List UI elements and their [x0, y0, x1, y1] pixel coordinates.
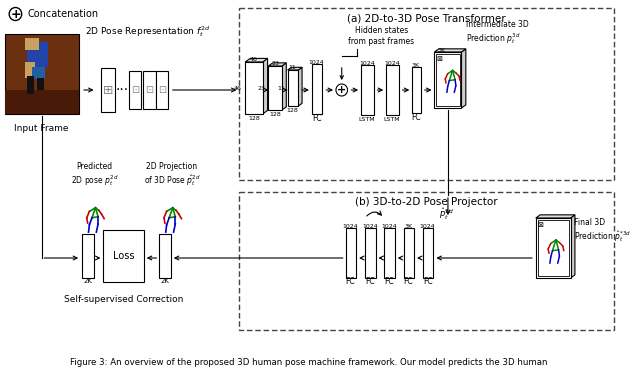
Text: FC: FC — [423, 278, 433, 286]
Text: 1024: 1024 — [362, 224, 378, 229]
Bar — [245, 62, 262, 114]
Text: 23: 23 — [257, 86, 266, 91]
Bar — [27, 76, 34, 94]
Polygon shape — [570, 215, 575, 278]
Text: Figure 3: An overview of the proposed 3D human pose machine framework. Our model: Figure 3: An overview of the proposed 3D… — [70, 358, 548, 367]
Bar — [25, 62, 35, 78]
Text: 2K: 2K — [161, 278, 170, 284]
Text: (a) 2D-to-3D Pose Transformer: (a) 2D-to-3D Pose Transformer — [348, 13, 506, 23]
Text: ⊡: ⊡ — [158, 85, 166, 95]
Bar — [103, 230, 144, 282]
Text: 11: 11 — [289, 64, 296, 70]
Polygon shape — [435, 49, 466, 52]
Text: 2D Pose Representation $f_t^{2d}$: 2D Pose Representation $f_t^{2d}$ — [85, 25, 211, 40]
Bar — [435, 52, 461, 108]
Text: LSTM: LSTM — [358, 116, 375, 122]
Text: FC: FC — [384, 278, 394, 286]
Text: 3K: 3K — [404, 224, 412, 229]
Text: ⊡: ⊡ — [131, 85, 140, 95]
Text: 3K: 3K — [437, 47, 445, 52]
Bar — [312, 64, 323, 114]
Text: (b) 3D-to-2D Pose Projector: (b) 3D-to-2D Pose Projector — [355, 197, 498, 207]
Polygon shape — [268, 63, 286, 66]
Bar — [239, 8, 614, 180]
Bar — [143, 71, 156, 109]
Text: 128: 128 — [287, 107, 298, 113]
Bar — [268, 66, 282, 110]
Bar — [5, 90, 79, 114]
Bar — [423, 228, 433, 278]
Text: +: + — [337, 85, 346, 95]
Bar — [436, 54, 460, 106]
Text: Input Frame: Input Frame — [14, 124, 68, 133]
Text: 1024: 1024 — [342, 224, 358, 229]
Text: 11: 11 — [277, 86, 285, 91]
Bar — [32, 67, 45, 79]
Text: 1024: 1024 — [420, 224, 436, 229]
Circle shape — [336, 84, 348, 96]
Text: 1024: 1024 — [381, 224, 397, 229]
Bar — [384, 228, 395, 278]
Bar — [365, 228, 376, 278]
Text: 1024: 1024 — [384, 61, 400, 65]
Text: 46: 46 — [234, 86, 241, 91]
Text: ⊠: ⊠ — [436, 56, 442, 62]
Text: Predicted
2D pose $p_t^{2d}$: Predicted 2D pose $p_t^{2d}$ — [70, 162, 118, 188]
Bar — [159, 234, 171, 278]
Bar — [404, 228, 414, 278]
Text: Intermediate 3D
Prediction $p_t^{3d}$: Intermediate 3D Prediction $p_t^{3d}$ — [467, 20, 529, 46]
Text: +: + — [10, 7, 20, 21]
Bar — [129, 71, 141, 109]
Polygon shape — [288, 67, 302, 70]
Text: FC: FC — [404, 278, 413, 286]
Text: ···: ··· — [115, 83, 128, 97]
Text: Concatenation: Concatenation — [28, 9, 99, 19]
Text: 46: 46 — [250, 56, 258, 61]
Circle shape — [9, 7, 22, 21]
Polygon shape — [298, 67, 302, 106]
Polygon shape — [461, 49, 466, 108]
Text: ⊠: ⊠ — [538, 222, 543, 228]
Text: ⊡: ⊡ — [145, 85, 154, 95]
Text: $\hat{p}_t^{3d}$: $\hat{p}_t^{3d}$ — [438, 206, 454, 221]
Text: ⊞: ⊞ — [103, 83, 113, 96]
Polygon shape — [245, 58, 268, 62]
Text: Loss: Loss — [113, 251, 134, 261]
Text: FC: FC — [412, 113, 421, 122]
Polygon shape — [282, 63, 286, 110]
Text: 3K: 3K — [412, 62, 420, 67]
Text: 1024: 1024 — [308, 59, 324, 64]
Bar — [538, 220, 568, 276]
Bar — [361, 65, 374, 115]
Text: LSTM: LSTM — [383, 116, 400, 122]
Text: Hidden states
from past frames: Hidden states from past frames — [348, 26, 414, 46]
Bar — [82, 234, 93, 278]
Polygon shape — [262, 58, 268, 114]
Text: 2K: 2K — [83, 278, 92, 284]
Text: 128: 128 — [248, 116, 260, 120]
Text: 1024: 1024 — [359, 61, 374, 65]
Text: FC: FC — [312, 113, 321, 123]
Bar — [36, 78, 44, 90]
Bar — [412, 67, 421, 113]
Bar — [288, 70, 298, 106]
Bar — [27, 42, 48, 67]
Bar — [25, 38, 38, 50]
Bar — [156, 71, 168, 109]
Bar — [346, 228, 356, 278]
Text: Self-supervised Correction: Self-supervised Correction — [64, 295, 183, 304]
Bar — [239, 192, 614, 330]
Text: 23: 23 — [271, 61, 279, 65]
Text: 128: 128 — [269, 111, 281, 116]
Bar — [101, 68, 115, 112]
Text: 2D Projection
of 3D Pose $\hat{p}_t^{2d}$: 2D Projection of 3D Pose $\hat{p}_t^{2d}… — [143, 162, 200, 188]
Polygon shape — [536, 215, 575, 218]
Text: FC: FC — [365, 278, 374, 286]
Bar — [5, 34, 79, 114]
Text: Final 3D
Prediction $\hat{p}_t^{*3d}$: Final 3D Prediction $\hat{p}_t^{*3d}$ — [574, 218, 632, 244]
Bar — [536, 218, 570, 278]
Text: FC: FC — [346, 278, 355, 286]
Bar — [386, 65, 399, 115]
